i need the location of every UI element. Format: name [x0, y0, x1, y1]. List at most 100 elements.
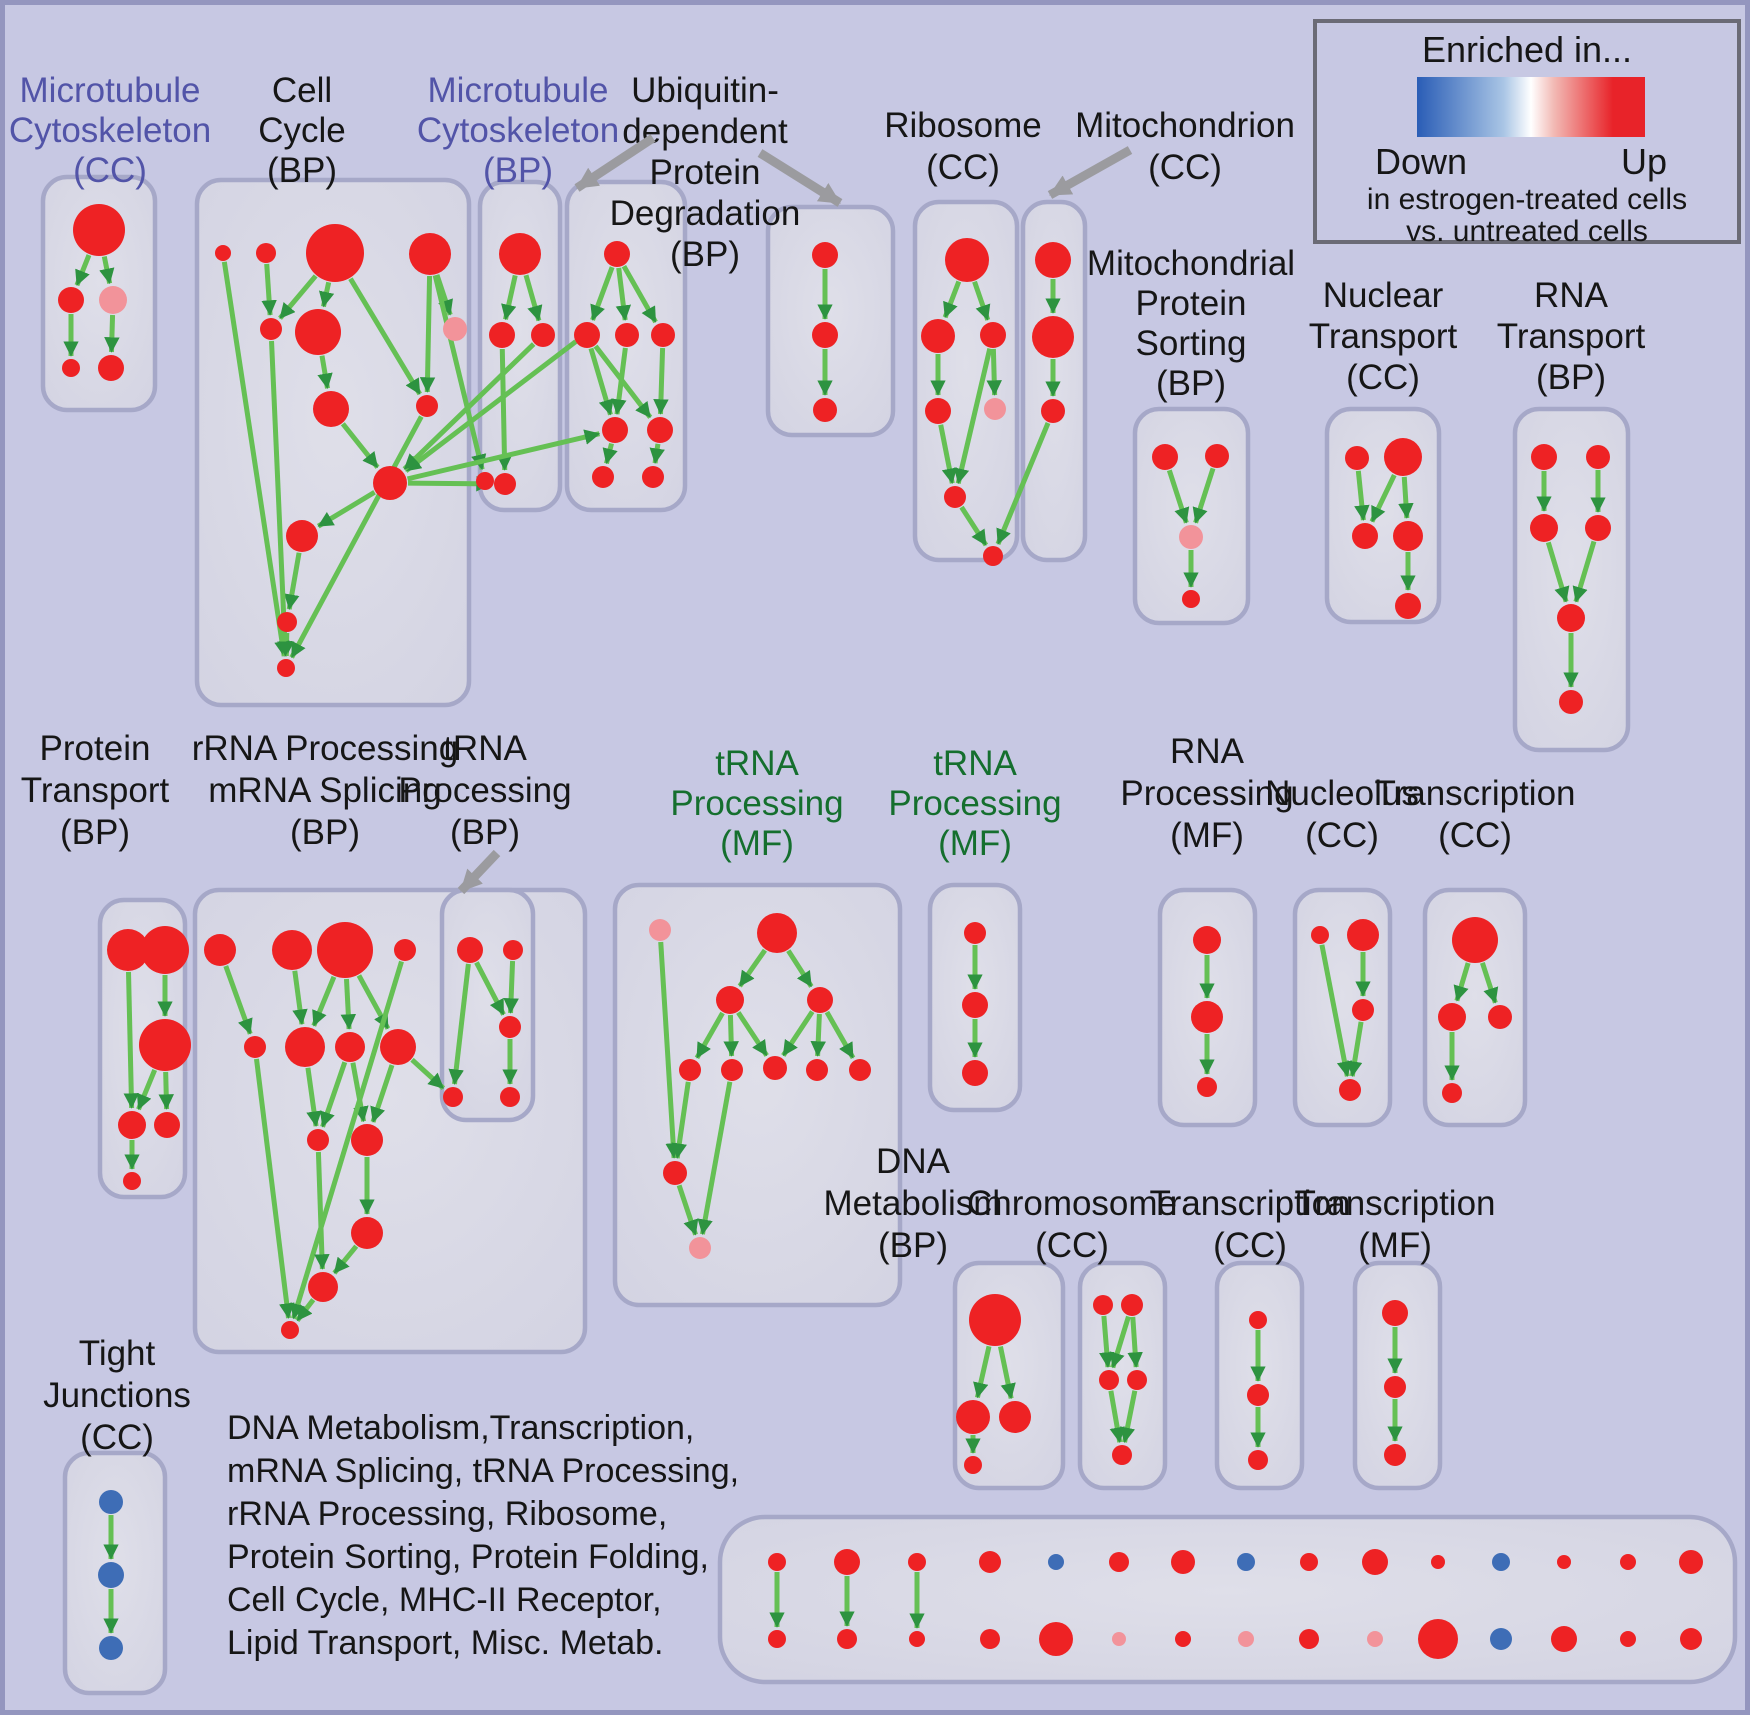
ribosome-cc-node: [984, 398, 1006, 420]
ribosome-cc-node: [921, 319, 955, 353]
trna-processing-bp-node: [457, 937, 483, 963]
cell-cycle-bp-label: (BP): [267, 151, 337, 190]
cell-cycle-bp-edge: [316, 490, 376, 529]
chromosome-cc-edge: [1099, 1315, 1115, 1368]
rrna-processing-mrna-splicing-bp-edge: [311, 975, 337, 1027]
ubiquitin-degradation-bp-2-node: [812, 322, 838, 348]
rrna-processing-mrna-splicing-bp-node: [351, 1124, 383, 1156]
cell-cycle-bp-node: [277, 659, 295, 677]
transcription-mf-node: [1384, 1376, 1406, 1398]
protein-transport-bp-edge: [136, 1069, 158, 1111]
misc-text-line: Lipid Transport, Misc. Metab.: [227, 1624, 664, 1662]
transcription-cc-1-edge: [1480, 962, 1499, 1004]
mt-cytoskeleton-bp-box: [477, 179, 563, 513]
rrna-processing-mrna-splicing-bp-edge: [305, 1067, 322, 1127]
misc-categories-node: [837, 1629, 857, 1649]
tight-junctions-cc-label: Junctions: [43, 1376, 191, 1415]
chromosome-cc-label: (CC): [1035, 1226, 1109, 1265]
transcription-cc-2-node: [1249, 1311, 1267, 1329]
protein-transport-bp-node: [118, 1111, 146, 1139]
cell-cycle-bp-edge: [432, 274, 487, 471]
ubiquitin-degradation-bp-edge: [590, 266, 615, 321]
ubiquitin-degradation-bp-edge: [615, 267, 632, 321]
chromosome-cc-edge: [1127, 1316, 1143, 1368]
misc-categories-node: [1362, 1549, 1388, 1575]
misc-text-line: rRNA Processing, Ribosome,: [227, 1495, 668, 1533]
cell-cycle-bp-edge: [221, 261, 290, 657]
ubiquitin-degradation-bp-node: [647, 417, 673, 443]
tight-junctions-cc-node: [99, 1490, 123, 1514]
rrna-processing-mrna-splicing-bp-edge: [314, 1151, 330, 1270]
nucleolus-cc-node: [1352, 999, 1374, 1021]
nuclear-transport-cc-node: [1384, 438, 1422, 476]
cell-cycle-bp-edge: [278, 274, 318, 320]
cell-cycle-bp-node: [409, 233, 451, 275]
cross-box-edge: [404, 339, 578, 473]
nuclear-transport-cc-label: Transport: [1309, 317, 1458, 356]
trna-processing-mf-2-label: Processing: [888, 784, 1061, 823]
misc-text-line: mRNA Splicing, tRNA Processing,: [227, 1452, 740, 1490]
misc-text-line: Protein Sorting, Protein Folding,: [227, 1538, 709, 1576]
rrna-processing-mrna-splicing-bp-edge: [332, 1244, 359, 1275]
misc-categories-box: [717, 1514, 1738, 1685]
cell-cycle-bp-label: Cycle: [258, 111, 346, 150]
mt-cytoskeleton-bp-edge: [501, 274, 518, 321]
rrna-processing-mrna-splicing-bp-node: [317, 922, 373, 978]
chromosome-cc-box: [1077, 1260, 1168, 1491]
ribosome-cc-box: [912, 199, 1020, 563]
mt-cytoskeleton-cc-label: Cytoskeleton: [9, 111, 211, 150]
cell-cycle-bp-node: [373, 466, 407, 500]
trna-processing-mf-1-edge: [786, 949, 814, 988]
dna-metabolism-bp-node: [964, 1456, 982, 1474]
trna-processing-mf-1-node: [806, 1059, 828, 1081]
rna-transport-bp-label: Transport: [1497, 317, 1646, 356]
nucleolus-cc-label: Nucleolus: [1265, 774, 1419, 813]
rna-transport-bp-edge: [1572, 540, 1597, 603]
rrna-processing-mrna-splicing-bp-label: mRNA Splicing: [208, 771, 441, 810]
legend-scale-labels: Down Up: [1375, 141, 1667, 183]
mt-cytoskeleton-cc-node: [98, 355, 124, 381]
mitochondrion-cc-node: [1041, 399, 1065, 423]
trna-processing-bp-box: [439, 887, 536, 1123]
protein-transport-bp-edge: [158, 1071, 174, 1110]
legend-box: Enriched in... Down Up in estrogen-treat…: [1313, 19, 1741, 248]
ribosome-cc-edge: [954, 348, 993, 485]
trna-processing-mf-2-label: tRNA: [933, 744, 1017, 783]
misc-categories-node: [1551, 1626, 1577, 1652]
ubiquitin-degradation-bp-edge: [621, 264, 658, 324]
rrna-processing-mrna-splicing-bp-node: [351, 1217, 383, 1249]
mt-cytoskeleton-bp-label: Microtubule: [428, 71, 609, 110]
mt-cytoskeleton-bp-node: [531, 323, 555, 347]
cross-box-edge: [410, 1057, 446, 1091]
misc-categories-node: [768, 1630, 786, 1648]
nuclear-transport-cc-node: [1345, 446, 1369, 470]
ubiquitin-degradation-bp-2-box: [765, 204, 896, 438]
chromosome-cc-node: [1121, 1294, 1143, 1316]
rna-transport-bp-node: [1557, 604, 1585, 632]
nuclear-transport-cc-edge: [1398, 476, 1414, 519]
transcription-cc-2-label: Transcription: [1150, 1184, 1351, 1223]
rrna-processing-mrna-splicing-bp-node: [335, 1032, 365, 1062]
misc-categories-node: [1680, 1628, 1702, 1650]
nuclear-transport-cc-edge: [1354, 470, 1370, 521]
trna-processing-mf-1-node: [721, 1059, 743, 1081]
chromosome-cc-label: Chromosome: [967, 1184, 1177, 1223]
mito-protein-sorting-bp-node: [1179, 525, 1203, 549]
misc-categories-node: [1171, 1550, 1195, 1574]
misc-categories-node: [908, 1553, 926, 1571]
misc-categories-node: [1620, 1631, 1636, 1647]
transcription-cc-1-label: (CC): [1438, 816, 1512, 855]
dna-metabolism-bp-label: (BP): [878, 1226, 948, 1265]
rrna-processing-mrna-splicing-bp-node: [244, 1036, 266, 1058]
mt-cytoskeleton-bp-node: [494, 473, 516, 495]
cell-cycle-bp-edge: [269, 340, 293, 657]
cell-cycle-bp-edge: [348, 277, 422, 396]
nucleolus-cc-node: [1347, 919, 1379, 951]
misc-text-line: Cell Cycle, MHC-II Receptor,: [227, 1581, 662, 1619]
trna-processing-mf-1-edge: [671, 1081, 691, 1159]
mt-cytoskeleton-cc-node: [62, 359, 80, 377]
mito-protein-sorting-bp-label: (BP): [1156, 364, 1226, 403]
misc-categories-node: [1112, 1632, 1126, 1646]
trna-processing-bp-label: tRNA: [443, 729, 527, 768]
tight-junctions-cc-node: [99, 1636, 123, 1660]
